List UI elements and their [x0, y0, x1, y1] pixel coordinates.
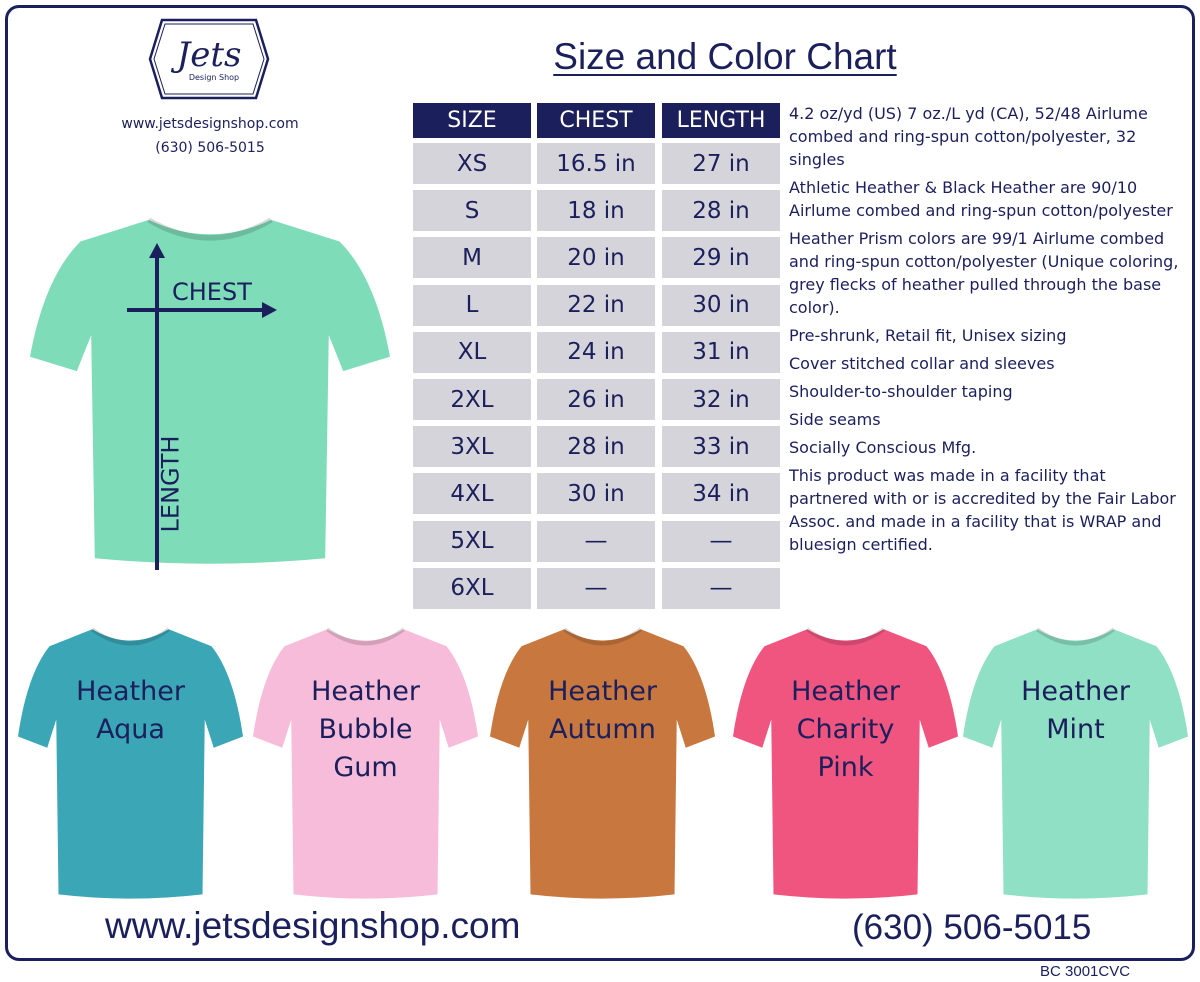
length-cell: 29 in	[662, 237, 780, 279]
color-shirt-heather-autumn[interactable]	[490, 618, 715, 900]
color-label-line: Aqua	[96, 714, 165, 745]
size-cell: L	[413, 284, 531, 326]
shirt-body	[490, 629, 715, 899]
shirt-body	[733, 629, 958, 899]
spec-item: Side seams	[789, 410, 881, 429]
spec-list: 4.2 oz/yd (US) 7 oz./L yd (CA), 52/48 Ai…	[789, 102, 1189, 561]
color-label: Heather Aqua	[18, 673, 243, 749]
size-cell: XS	[413, 143, 531, 184]
shirt-collar	[1036, 627, 1115, 646]
color-shirt-heather-charity-pink[interactable]	[733, 618, 958, 900]
chest-cell: 20 in	[537, 237, 655, 279]
table-header-size: SIZE	[413, 103, 531, 138]
header-phone: (630) 506-5015	[155, 140, 265, 156]
measure-arrows	[127, 243, 277, 570]
color-label: Heather Charity Pink	[733, 673, 958, 787]
shirt-body	[30, 219, 390, 564]
shirt-collar	[147, 217, 273, 241]
length-cell: 30 in	[662, 284, 780, 326]
color-label: Heather Mint	[963, 673, 1188, 749]
shirt-collar	[91, 627, 170, 646]
color-label-line: Heather	[548, 676, 657, 707]
size-cell: 4XL	[413, 473, 531, 515]
length-cell: 28 in	[662, 190, 780, 232]
size-cell: M	[413, 237, 531, 279]
length-cell: —	[662, 567, 780, 609]
shirt-body	[18, 629, 243, 899]
color-label: Heather Bubble Gum	[253, 673, 478, 787]
svg-text:Jets: Jets	[171, 35, 242, 75]
chest-cell: —	[537, 567, 655, 609]
color-label-line: Bubble	[318, 714, 413, 745]
color-label: Heather Autumn	[490, 673, 715, 749]
chest-cell: 30 in	[537, 473, 655, 515]
length-cell: 34 in	[662, 473, 780, 515]
spec-item: Pre-shrunk, Retail fit, Unisex sizing	[789, 326, 1067, 345]
shirt-body	[963, 629, 1188, 899]
color-label-line: Autumn	[549, 714, 656, 745]
chest-cell: —	[537, 520, 655, 562]
color-label-line: Heather	[76, 676, 185, 707]
spec-item: Shoulder-to-shoulder taping	[789, 382, 1013, 401]
chest-cell: 22 in	[537, 284, 655, 326]
spec-item: Socially Conscious Mfg.	[789, 438, 977, 457]
color-shirt-heather-aqua[interactable]	[18, 618, 243, 900]
spec-item: 4.2 oz/yd (US) 7 oz./L yd (CA), 52/48 Ai…	[789, 104, 1148, 169]
spec-item: Heather Prism colors are 99/1 Airlume co…	[789, 229, 1179, 317]
footer-url[interactable]: www.jetsdesignshop.com	[105, 905, 521, 946]
shirt-collar	[806, 627, 885, 646]
color-shirt-heather-bubble-gum[interactable]	[253, 618, 478, 900]
table-header-chest: CHEST	[537, 103, 655, 138]
size-cell: 5XL	[413, 520, 531, 562]
length-cell: —	[662, 520, 780, 562]
page-title: Size and Color Chart	[553, 36, 897, 77]
length-cell: 33 in	[662, 426, 780, 468]
color-shirt-heather-mint[interactable]	[963, 618, 1188, 900]
shirt-collar	[326, 627, 405, 646]
frame-border	[5, 5, 1195, 961]
length-cell: 32 in	[662, 379, 780, 420]
spec-item: Athletic Heather & Black Heather are 90/…	[789, 178, 1173, 220]
chest-cell: 24 in	[537, 331, 655, 373]
chest-cell: 18 in	[537, 190, 655, 232]
shirt-body	[253, 629, 478, 899]
size-cell: S	[413, 190, 531, 232]
shirt-collar	[563, 627, 642, 646]
color-label-line: Heather	[1021, 676, 1130, 707]
diagram-shirt	[30, 217, 390, 564]
length-cell: 31 in	[662, 331, 780, 373]
color-label-line: Gum	[333, 752, 398, 783]
header-url[interactable]: www.jetsdesignshop.com	[121, 116, 299, 132]
size-cell: 6XL	[413, 567, 531, 609]
length-label: LENGTH	[156, 435, 185, 533]
color-label-line: Heather	[791, 676, 900, 707]
chest-cell: 28 in	[537, 426, 655, 468]
jets-logo: Jets Design Shop	[148, 18, 270, 100]
length-cell: 27 in	[662, 143, 780, 184]
svg-text:Design Shop: Design Shop	[189, 73, 239, 82]
footer-phone: (630) 506-5015	[852, 908, 1092, 947]
color-label-line: Heather	[311, 676, 420, 707]
spec-item: Cover stitched collar and sleeves	[789, 354, 1055, 373]
table-header-length: LENGTH	[662, 103, 780, 138]
size-cell: XL	[413, 331, 531, 373]
spec-item: This product was made in a facility that…	[789, 466, 1176, 554]
chest-cell: 16.5 in	[537, 143, 655, 184]
color-label-line: Mint	[1046, 714, 1105, 745]
size-cell: 3XL	[413, 426, 531, 468]
chest-cell: 26 in	[537, 379, 655, 420]
product-code: BC 3001CVC	[1040, 963, 1131, 980]
color-label-line: Pink	[817, 752, 874, 783]
size-cell: 2XL	[413, 379, 531, 420]
chest-label: CHEST	[172, 278, 252, 306]
color-label-line: Charity	[796, 714, 895, 745]
